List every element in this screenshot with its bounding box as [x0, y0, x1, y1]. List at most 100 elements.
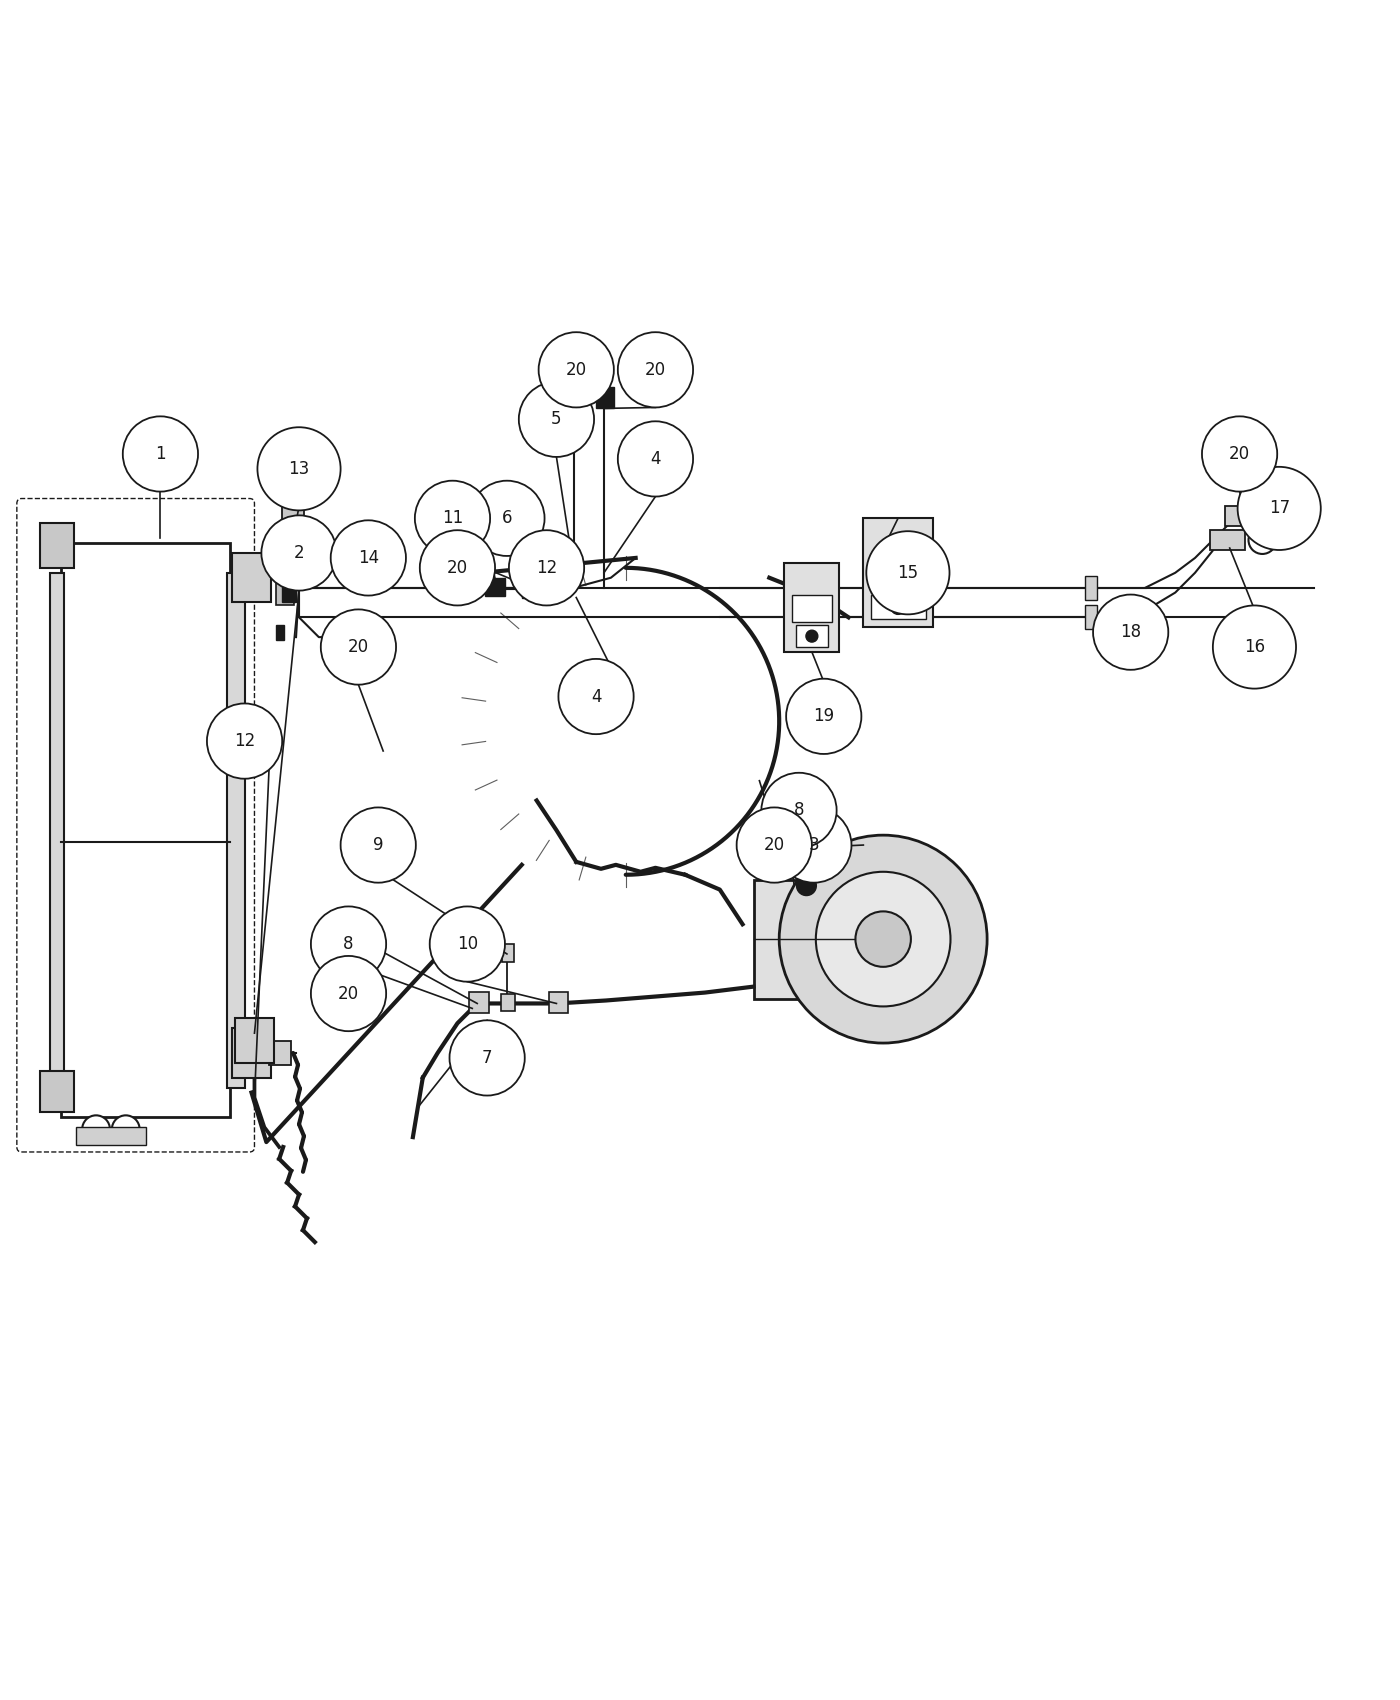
Text: 7: 7 — [482, 1049, 493, 1068]
Bar — [1085, 605, 1098, 629]
Bar — [522, 576, 552, 597]
Circle shape — [776, 808, 851, 882]
Text: 20: 20 — [347, 638, 370, 656]
Bar — [49, 573, 64, 1088]
Circle shape — [617, 422, 693, 496]
Bar — [784, 563, 839, 653]
Bar — [276, 626, 284, 641]
Text: 14: 14 — [358, 549, 379, 566]
Bar — [39, 524, 74, 568]
Circle shape — [258, 427, 340, 510]
Text: 8: 8 — [343, 935, 354, 954]
Text: 5: 5 — [552, 410, 561, 428]
Bar — [501, 993, 515, 1012]
Text: 10: 10 — [456, 935, 477, 954]
Circle shape — [311, 906, 386, 981]
Text: 20: 20 — [447, 559, 468, 576]
Bar — [871, 552, 925, 593]
Bar — [39, 1071, 74, 1112]
Circle shape — [816, 872, 951, 1006]
Circle shape — [780, 835, 987, 1044]
Bar — [503, 944, 514, 962]
Bar — [283, 558, 290, 571]
Bar — [1085, 576, 1098, 600]
Bar — [76, 1127, 146, 1146]
Text: 17: 17 — [1268, 500, 1289, 517]
Text: 18: 18 — [1120, 624, 1141, 641]
Circle shape — [1238, 468, 1320, 551]
Bar — [1210, 530, 1245, 551]
Text: 20: 20 — [1229, 445, 1250, 462]
Circle shape — [414, 481, 490, 556]
Circle shape — [855, 911, 911, 967]
Circle shape — [736, 808, 812, 882]
Bar — [596, 386, 613, 408]
Bar — [283, 507, 304, 539]
Bar — [792, 595, 832, 622]
Bar — [227, 573, 245, 1088]
Text: 16: 16 — [1243, 638, 1266, 656]
Circle shape — [420, 530, 496, 605]
Text: 20: 20 — [645, 360, 666, 379]
Circle shape — [262, 515, 336, 590]
Bar — [235, 1018, 274, 1062]
Circle shape — [123, 416, 197, 491]
Text: 20: 20 — [337, 984, 358, 1003]
Bar — [283, 575, 295, 602]
Bar — [864, 518, 932, 627]
Circle shape — [1093, 595, 1169, 670]
Circle shape — [112, 1115, 140, 1142]
Text: 9: 9 — [372, 836, 384, 853]
Circle shape — [321, 609, 396, 685]
Bar — [755, 879, 858, 998]
Text: 4: 4 — [650, 450, 661, 468]
Bar — [231, 552, 272, 602]
Text: 12: 12 — [536, 559, 557, 576]
Text: 15: 15 — [897, 564, 918, 581]
Text: 6: 6 — [501, 510, 512, 527]
Circle shape — [207, 704, 283, 779]
Bar — [231, 1028, 272, 1078]
Circle shape — [340, 808, 416, 882]
Circle shape — [1212, 605, 1296, 688]
Text: 8: 8 — [794, 801, 804, 819]
Text: 12: 12 — [234, 733, 255, 750]
Circle shape — [430, 906, 505, 981]
Bar — [486, 578, 505, 595]
Circle shape — [449, 1020, 525, 1095]
Bar — [62, 542, 230, 1117]
Bar — [871, 595, 925, 619]
Circle shape — [510, 530, 584, 605]
Circle shape — [1249, 527, 1277, 554]
Text: 11: 11 — [442, 510, 463, 527]
Bar — [549, 991, 568, 1013]
Text: 1: 1 — [155, 445, 165, 462]
Circle shape — [83, 1115, 111, 1142]
Circle shape — [539, 332, 613, 408]
Circle shape — [787, 678, 861, 755]
Bar — [797, 626, 827, 648]
Text: 3: 3 — [809, 836, 819, 853]
Circle shape — [806, 631, 818, 643]
Text: 20: 20 — [763, 836, 785, 853]
Bar — [276, 576, 294, 605]
Text: 13: 13 — [288, 459, 309, 478]
Circle shape — [1203, 416, 1277, 491]
Text: 4: 4 — [591, 687, 601, 706]
Circle shape — [617, 332, 693, 408]
Circle shape — [1263, 503, 1291, 530]
Circle shape — [311, 955, 386, 1032]
Circle shape — [867, 530, 949, 614]
Circle shape — [890, 600, 904, 614]
Circle shape — [542, 576, 556, 590]
Circle shape — [519, 382, 594, 457]
Circle shape — [330, 520, 406, 595]
Bar — [269, 1040, 291, 1064]
Text: 2: 2 — [294, 544, 304, 563]
Circle shape — [469, 481, 545, 556]
Bar — [1225, 507, 1260, 527]
Circle shape — [762, 774, 837, 848]
Bar — [567, 372, 584, 394]
Text: 19: 19 — [813, 707, 834, 726]
Circle shape — [559, 660, 634, 734]
